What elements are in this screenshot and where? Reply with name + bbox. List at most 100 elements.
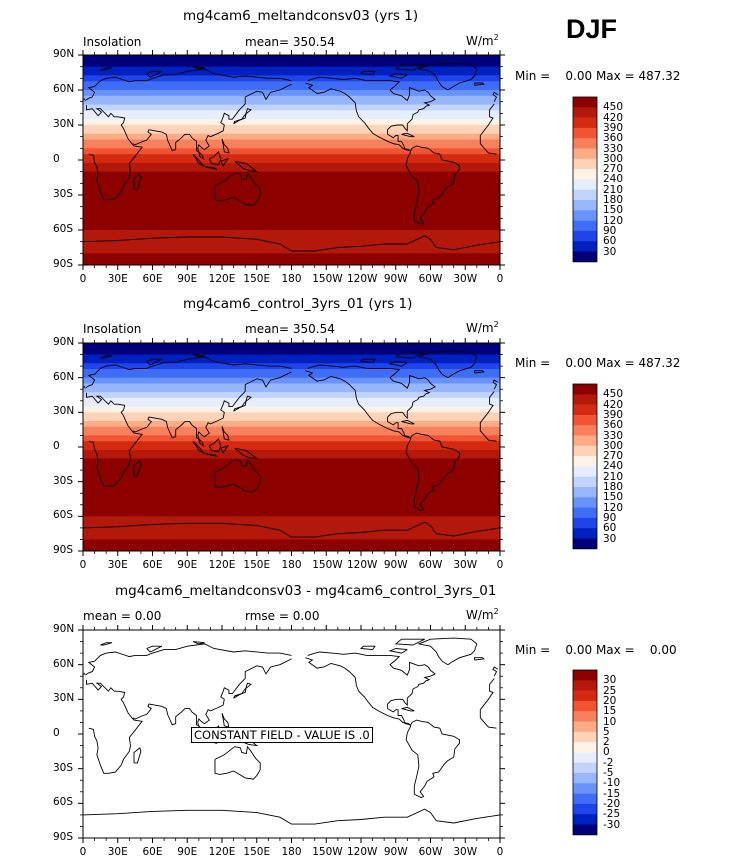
color-band — [83, 343, 500, 347]
colorbar-swatch — [573, 466, 597, 477]
lat-tick-label: 90N — [53, 48, 75, 60]
coastline — [133, 460, 142, 477]
color-band — [83, 363, 500, 367]
lat-tick-label: 0 — [53, 727, 60, 739]
color-band — [83, 444, 500, 448]
color-band — [83, 386, 500, 390]
colorbar-label: 30 — [603, 532, 617, 545]
coastline — [305, 657, 460, 799]
color-band — [83, 513, 500, 517]
color-band — [83, 60, 500, 65]
colorbar-swatch — [573, 528, 597, 539]
colorbar-swatch — [573, 97, 597, 108]
coastline — [220, 157, 229, 167]
coastline — [417, 350, 478, 379]
coastline — [492, 91, 498, 102]
colorbar-label: -25 — [603, 808, 621, 821]
colorbar-label: 270 — [603, 450, 624, 463]
color-band — [83, 484, 500, 488]
coastline — [133, 747, 142, 764]
colorbar-label: 240 — [603, 173, 624, 186]
lat-tick-label: 0 — [53, 440, 60, 452]
lon-tick-label: 120E — [208, 273, 236, 285]
color-band — [83, 374, 500, 379]
color-band — [83, 230, 500, 234]
colorbar-label: 420 — [603, 398, 624, 411]
colorbar-1 — [572, 96, 598, 263]
color-band — [83, 122, 500, 126]
color-band — [83, 241, 500, 246]
lon-tick-label: 150W — [312, 273, 343, 285]
colorbar-swatch — [573, 117, 597, 129]
colorbar-label: -2 — [603, 756, 614, 769]
season-label: DJF — [566, 14, 618, 44]
colorbar-swatch — [573, 711, 597, 722]
lat-tick-label: 90N — [53, 623, 75, 635]
colorbar-label: 30 — [603, 245, 617, 258]
lon-tick-label: 0 — [79, 846, 87, 858]
colorbar-label: -10 — [603, 777, 621, 790]
colorbar-label: 90 — [603, 224, 617, 237]
panel-1-stats: Min = 0.00 Max = 487.32 — [515, 69, 681, 83]
lon-tick-label: 90W — [383, 846, 408, 858]
coastline — [360, 358, 376, 364]
lon-tick-label: 150E — [243, 846, 271, 858]
color-band — [83, 192, 500, 196]
colorbar-label: 330 — [603, 429, 624, 442]
lon-tick-label: 90W — [383, 559, 408, 571]
color-band — [83, 174, 500, 178]
color-band — [83, 533, 500, 538]
colorbar-swatch — [573, 487, 597, 498]
color-band — [83, 481, 500, 486]
color-band — [83, 256, 500, 260]
map-panel-2 — [78, 338, 505, 556]
color-band — [83, 400, 500, 405]
color-band — [83, 262, 500, 266]
coastline — [85, 356, 292, 389]
coastline — [132, 83, 292, 160]
coastline — [132, 371, 292, 447]
color-band — [83, 447, 500, 451]
coastline — [394, 351, 425, 359]
color-band — [83, 510, 500, 514]
colorbar-swatch — [573, 783, 597, 794]
coastline — [492, 379, 498, 390]
lon-tick-label: 180 — [281, 559, 302, 571]
color-band — [83, 148, 500, 152]
coastline — [291, 808, 501, 825]
coastline — [100, 67, 113, 71]
color-band — [83, 87, 500, 91]
coastline — [234, 447, 259, 460]
panel-2-units: W/m2 — [466, 320, 499, 335]
colorbar-label: 240 — [603, 460, 624, 473]
color-band — [83, 98, 500, 103]
color-band — [83, 501, 500, 506]
color-band — [83, 69, 500, 73]
coastline — [214, 458, 261, 493]
colorbar-label: 0 — [603, 746, 610, 759]
lon-tick-label: 90W — [383, 273, 408, 285]
color-band — [83, 101, 500, 106]
coastline — [214, 171, 261, 206]
lon-tick-label: 120W — [347, 559, 378, 571]
lon-tick-label: 0 — [496, 846, 504, 858]
panel-3-stats: Min = 0.00 Max = 0.00 — [515, 643, 677, 657]
color-band — [83, 432, 500, 436]
coastline — [82, 236, 292, 252]
color-band — [83, 180, 500, 184]
color-band — [83, 415, 500, 419]
panel-3-units: W/m2 — [466, 607, 499, 622]
lat-tick-label: 60N — [53, 657, 75, 670]
color-band — [83, 493, 500, 497]
lon-tick-label: 150W — [312, 559, 343, 571]
color-band — [83, 110, 500, 114]
color-band — [83, 354, 500, 358]
coastline — [394, 638, 425, 646]
colorbar-swatch — [573, 752, 597, 763]
colorbar-swatch — [573, 497, 597, 508]
color-band — [83, 218, 500, 222]
lon-tick-label: 0 — [496, 559, 504, 571]
color-band — [83, 136, 500, 141]
color-band — [83, 145, 500, 149]
colorbar-swatch — [573, 700, 597, 712]
